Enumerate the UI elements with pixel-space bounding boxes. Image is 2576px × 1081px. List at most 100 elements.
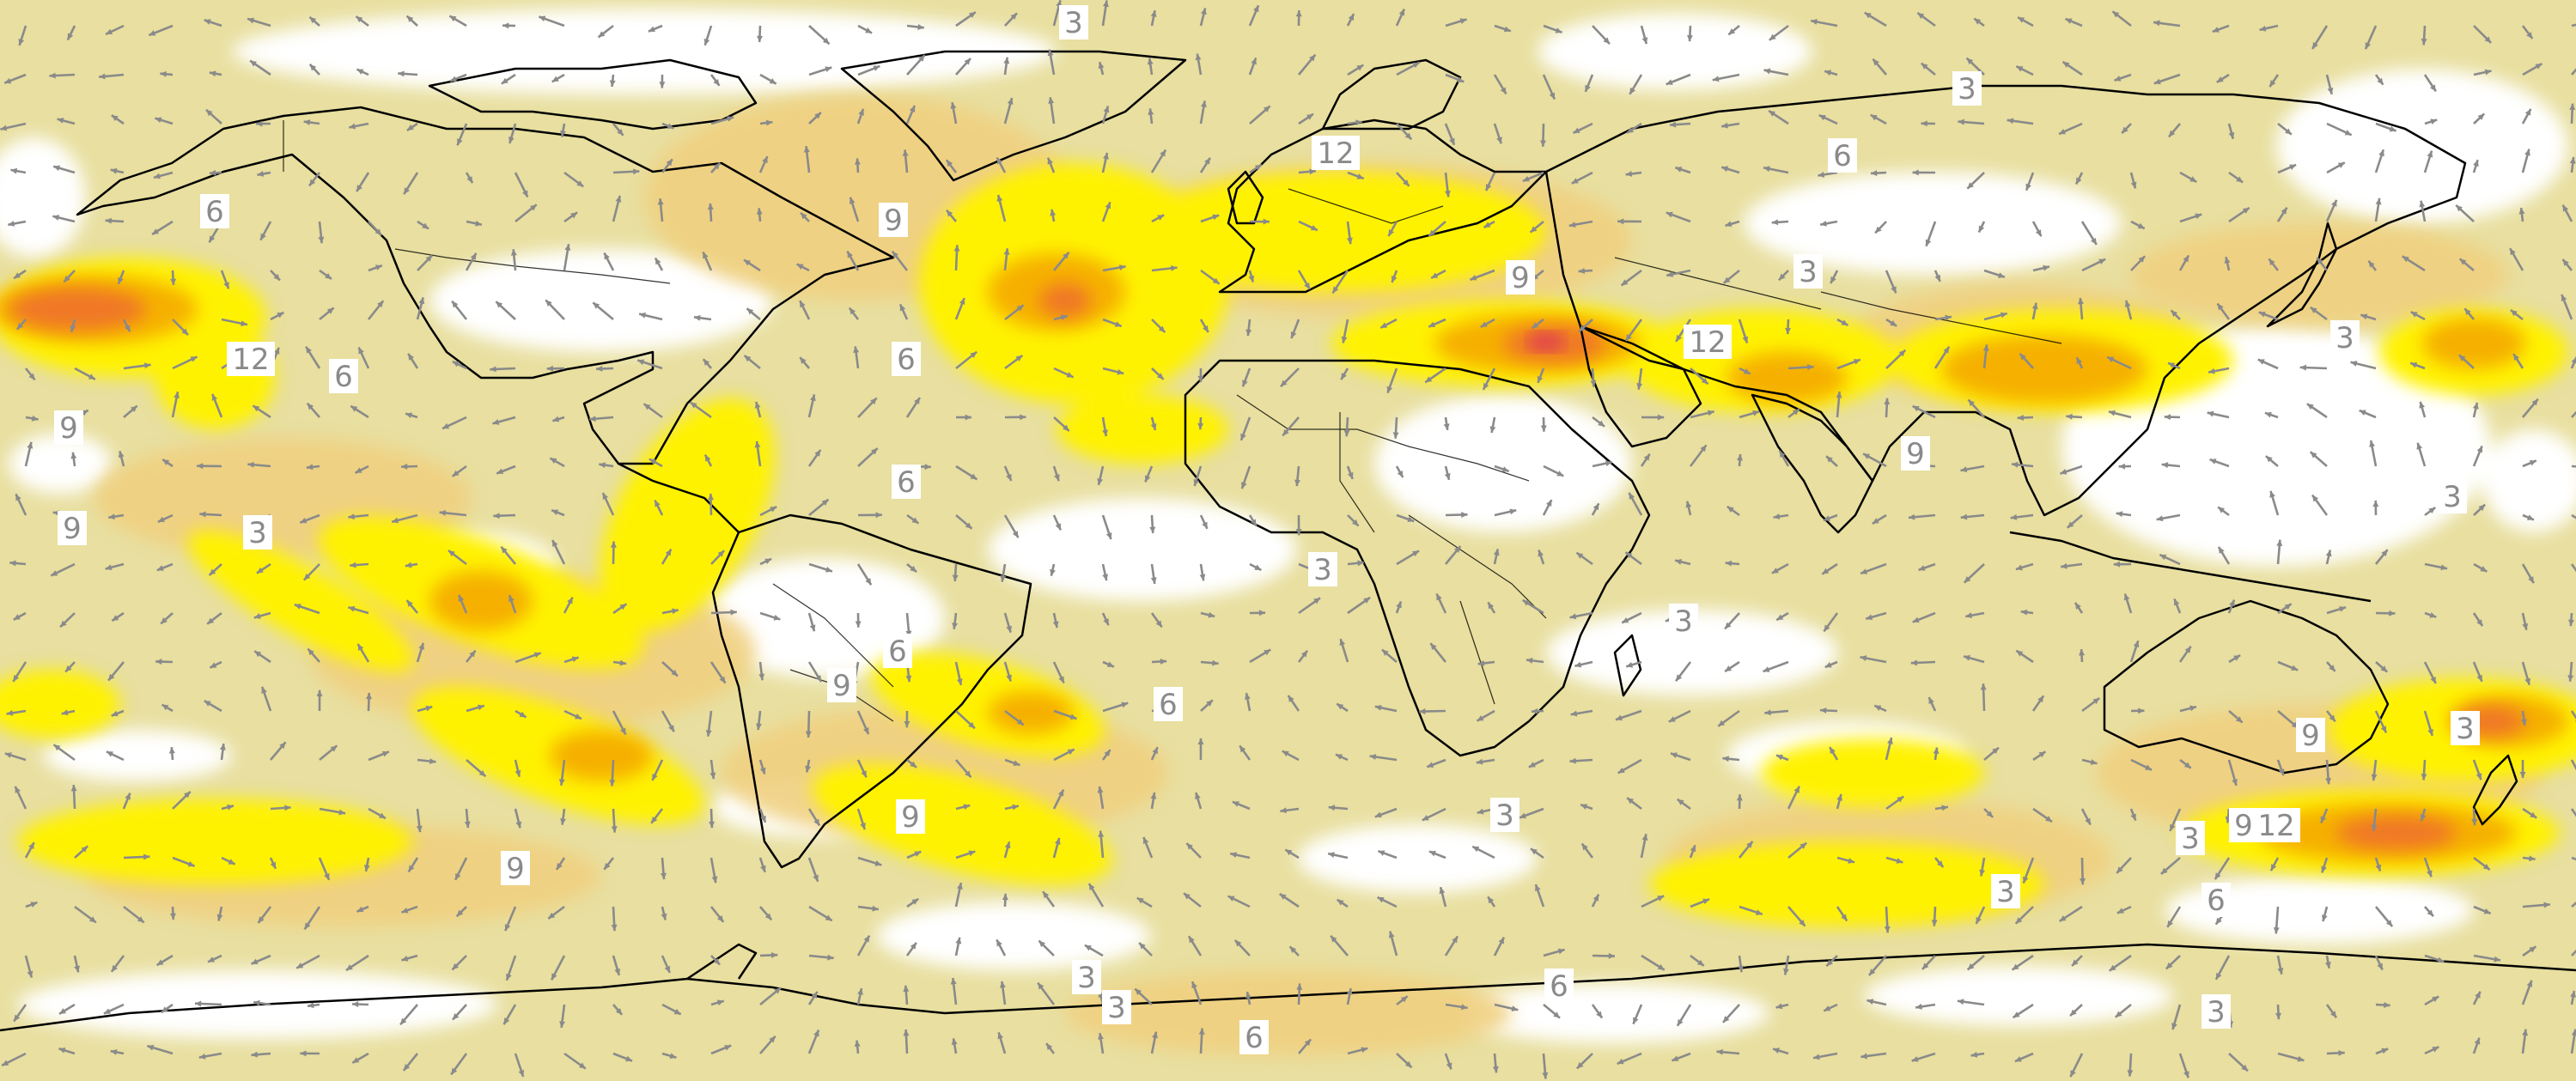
wind-arrowhead: [2530, 811, 2537, 818]
wind-arrowhead: [1675, 558, 1682, 565]
wind-arrowhead: [2153, 20, 2160, 27]
wind-arrowhead: [2079, 649, 2086, 656]
wind-arrowhead: [1310, 224, 1318, 231]
wind-arrowhead: [105, 217, 112, 224]
wind-arrowhead: [1980, 683, 1987, 690]
wind-arrowhead: [559, 1021, 565, 1028]
wind-arrowhead: [1896, 858, 1903, 864]
wind-arrowhead: [1449, 137, 1455, 145]
wind-arrowhead: [1294, 479, 1300, 487]
wind-arrowhead: [2122, 126, 2128, 134]
wind-arrowhead: [1771, 219, 1779, 226]
wind-arrowhead: [1251, 58, 1257, 65]
wind-arrowhead: [1555, 27, 1562, 33]
wind-arrowhead: [1960, 466, 1968, 473]
wind-arrowhead: [950, 978, 957, 985]
wind-arrowhead: [1006, 474, 1012, 481]
wind-arrowhead: [1755, 909, 1763, 915]
wind-arrowhead: [2171, 310, 2178, 317]
wind-arrowhead: [1398, 9, 1405, 16]
wind-arrowhead: [904, 720, 910, 728]
wind-arrowhead: [564, 244, 571, 251]
wind-arrowhead: [2007, 118, 2014, 124]
wind-arrowhead: [716, 999, 724, 1006]
wind-arrowhead: [951, 1038, 958, 1045]
wind-arrowhead: [1263, 106, 1270, 112]
wind-arrowhead: [815, 675, 822, 683]
wind-arrowhead: [1568, 222, 1576, 228]
wind-arrowhead: [2113, 561, 2121, 568]
wind-arrow: [2570, 759, 2576, 771]
wind-arrowhead: [2019, 353, 2026, 361]
wind-arrowhead: [1982, 344, 1989, 351]
wind-arrowhead: [1967, 182, 1975, 189]
wind-arrowhead: [2529, 855, 2536, 862]
wind-arrowhead: [209, 568, 216, 576]
wind-arrowhead: [1388, 229, 1395, 236]
wind-arrowhead: [2297, 1055, 2305, 1062]
contour-label: 3: [1107, 991, 1126, 1025]
wind-arrowhead: [1633, 1017, 1639, 1024]
wind-arrowhead: [303, 574, 311, 580]
wind-arrowhead: [2428, 507, 2436, 514]
wind-arrowhead: [251, 958, 259, 965]
wind-arrowhead: [1425, 376, 1433, 383]
wind-arrowhead: [442, 422, 450, 429]
wind-arrowhead: [673, 1008, 681, 1015]
contour-label: 12: [1689, 325, 1726, 360]
wind-arrowhead: [351, 1001, 359, 1008]
wind-arrowhead: [657, 198, 664, 205]
wind-arrowhead: [529, 204, 537, 211]
wind-arrowhead: [760, 815, 766, 823]
wind-arrowhead: [1457, 76, 1465, 82]
wind-arrowhead: [2076, 357, 2083, 365]
wind-arrowhead: [847, 251, 853, 258]
wind-arrowhead: [2321, 914, 2328, 922]
wind-arrowhead: [760, 865, 766, 872]
wind-arrowhead: [349, 123, 356, 130]
wind-arrowhead: [2472, 402, 2479, 410]
contour-label: 6: [888, 635, 907, 669]
contour-label-bg: [1059, 5, 1088, 39]
wind-arrowhead: [1337, 703, 1344, 710]
wind-arrowhead: [149, 30, 156, 36]
wind-arrowhead: [950, 102, 957, 109]
contour-label: 6: [205, 195, 224, 229]
wind-arrowhead: [1063, 252, 1069, 259]
wind-arrowhead: [1444, 472, 1451, 480]
wind-arrowhead: [456, 909, 464, 917]
wind-arrowhead: [1598, 420, 1605, 427]
wind-arrowhead: [822, 37, 830, 45]
wind-arrowhead: [2269, 490, 2275, 498]
wind-arrowhead: [1557, 948, 1565, 955]
wind-arrowhead: [705, 730, 712, 737]
wind-arrowhead: [570, 212, 578, 219]
wind-arrowhead: [1170, 264, 1178, 271]
wind-arrowhead: [703, 252, 709, 259]
wind-arrowhead: [345, 964, 353, 971]
wind-arrowhead: [1592, 894, 1599, 902]
wind-arrowhead: [475, 220, 482, 227]
wind-arrowhead: [406, 124, 414, 131]
wind-arrowhead: [1341, 336, 1348, 343]
wind-arrowhead: [2133, 641, 2140, 648]
wind-arrowhead: [955, 937, 962, 944]
wind-arrowhead: [1407, 516, 1415, 523]
wind-arrowhead: [156, 565, 164, 571]
wind-arrowhead: [1253, 5, 1259, 13]
wind-arrowhead: [501, 546, 508, 554]
wind-arrowhead: [1976, 916, 1982, 924]
wind-arrowhead: [1592, 503, 1599, 511]
wind-arrowhead: [660, 872, 667, 880]
wind-arrowhead: [273, 347, 280, 355]
wind-arrowhead: [774, 987, 782, 994]
wind-arrowhead: [2236, 176, 2244, 183]
wind-arrowhead: [2380, 726, 2387, 733]
wind-arrowhead: [1295, 529, 1302, 536]
wind-arrowhead: [1526, 657, 1533, 664]
wind-arrowhead: [1726, 506, 1734, 513]
wind-arrowhead: [1763, 666, 1770, 672]
wind-arrowhead: [2522, 622, 2529, 630]
wind-arrowhead: [2074, 602, 2081, 610]
wind-arrowhead: [308, 1002, 314, 1009]
